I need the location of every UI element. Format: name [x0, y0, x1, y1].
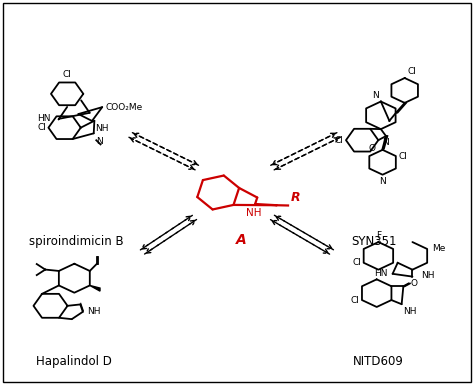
Text: HN: HN [37, 114, 50, 123]
Text: NITD609: NITD609 [353, 355, 404, 368]
Text: O: O [410, 279, 417, 288]
Text: N: N [96, 137, 103, 147]
Text: A: A [236, 233, 247, 247]
Text: N: N [383, 138, 389, 147]
Text: spiroindimicin B: spiroindimicin B [29, 235, 124, 248]
Text: COO₂Me: COO₂Me [106, 103, 143, 112]
Text: Cl: Cl [353, 258, 361, 267]
Text: Cl: Cl [398, 152, 407, 161]
Text: Cl: Cl [63, 70, 72, 79]
Text: N: N [373, 91, 379, 100]
Text: NH: NH [246, 208, 262, 218]
Text: Cl: Cl [37, 123, 46, 132]
Text: NH: NH [87, 307, 100, 316]
Polygon shape [90, 285, 100, 291]
Text: Cl: Cl [351, 296, 360, 305]
Text: F: F [376, 231, 381, 240]
Text: HN: HN [374, 270, 387, 278]
Text: O: O [369, 144, 376, 153]
Text: NH: NH [95, 124, 109, 133]
Text: SYN351: SYN351 [351, 235, 397, 248]
Text: R: R [290, 191, 300, 204]
Text: Me: Me [432, 244, 446, 253]
Text: Hapalindol D: Hapalindol D [36, 355, 112, 368]
Text: NH: NH [421, 271, 435, 280]
Text: NH: NH [403, 307, 417, 316]
Text: N: N [379, 177, 386, 186]
Text: Cl: Cl [335, 136, 344, 145]
Text: Cl: Cl [407, 67, 416, 76]
